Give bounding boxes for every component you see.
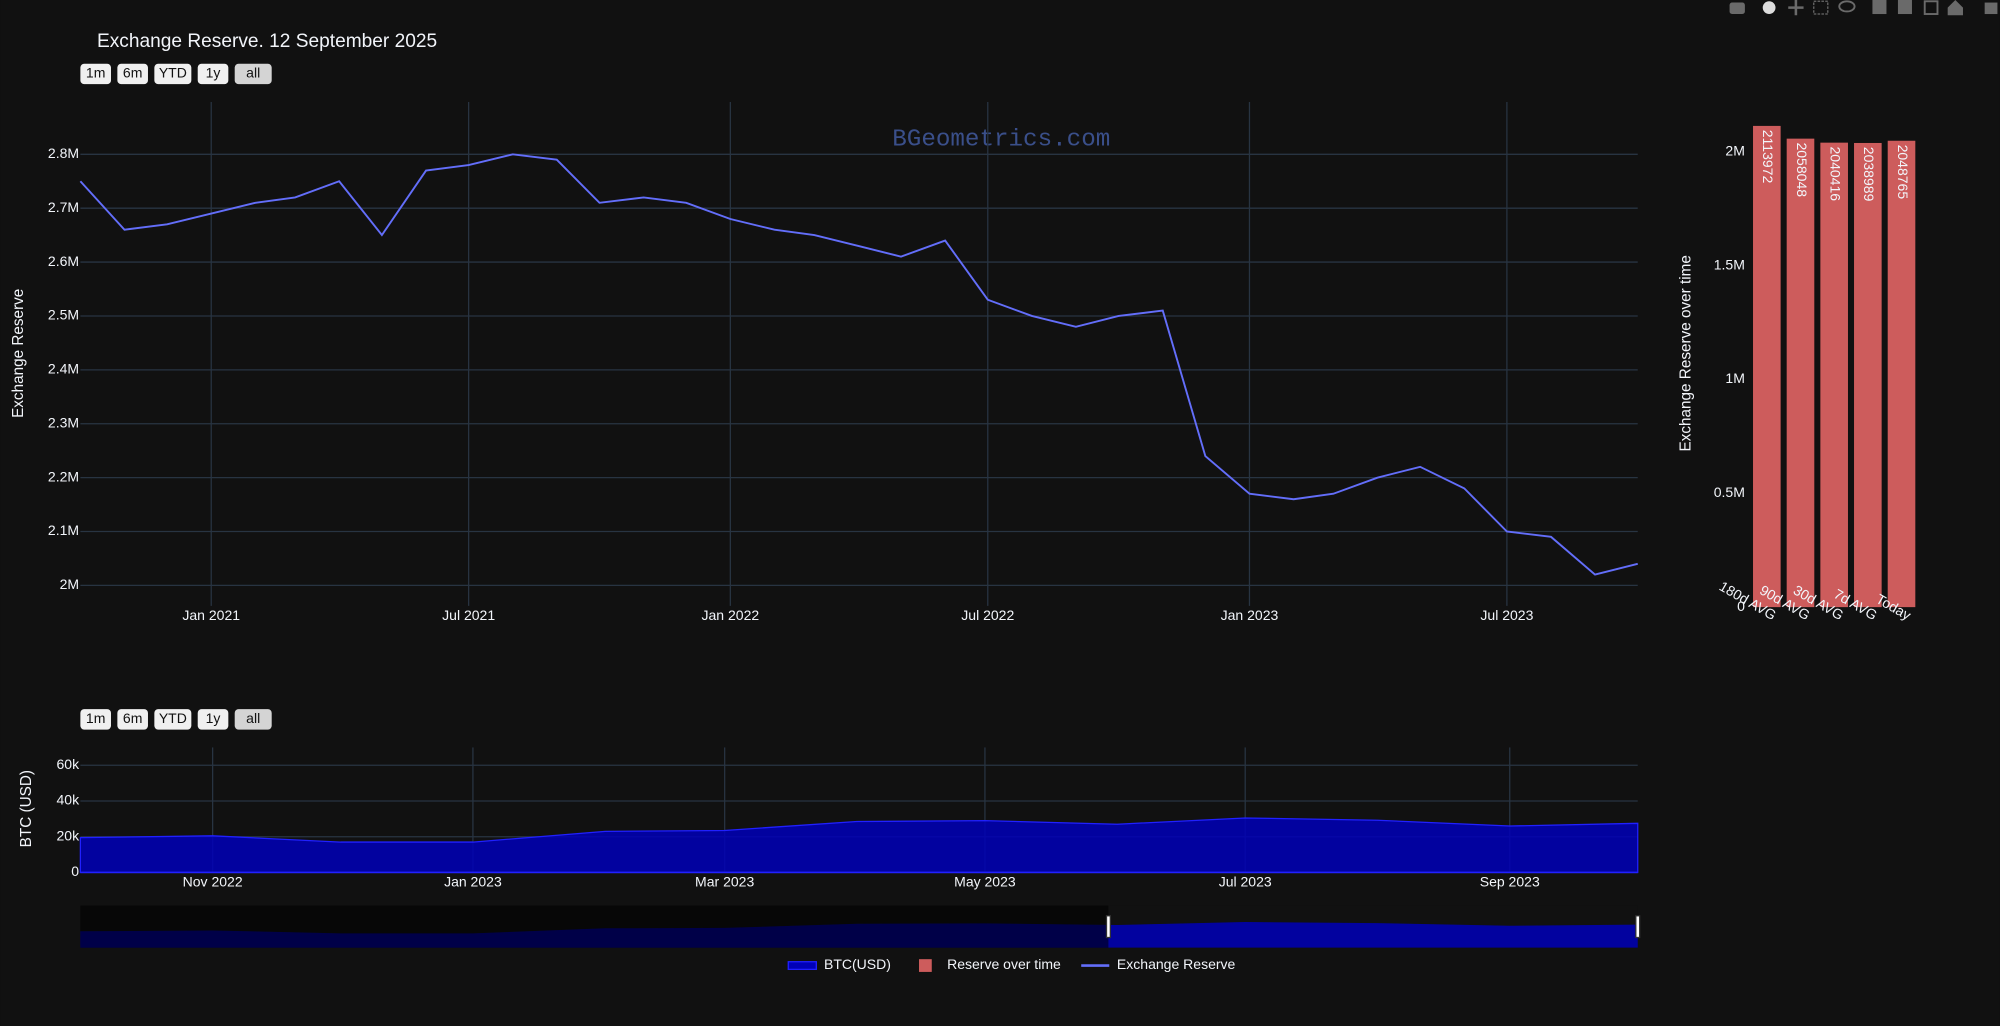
reset-icon[interactable] [1947,0,1963,16]
slider-mask [80,905,1109,948]
y-axis-title: Exchange Reserve over time [1677,255,1694,451]
x-tick-label: May 2023 [954,873,1016,889]
watermark: BGeometrics.com [892,126,1110,153]
range-button[interactable] [154,63,192,85]
y-tick-label: 2.5M [48,307,79,323]
range-button[interactable] [197,63,229,85]
zoom-icon[interactable] [1762,1,1776,15]
y-tick-label: 1.5M [1714,256,1745,272]
pan-icon[interactable] [1788,0,1804,16]
range-button-label: 1m [86,710,105,726]
y-tick-label: 2M [60,576,79,592]
range-button[interactable] [154,709,192,730]
range-button-label: 1m [86,65,105,81]
zoom-out-icon[interactable] [1897,0,1912,15]
bar [1887,140,1916,608]
legend-label[interactable]: Exchange Reserve [1117,956,1236,972]
x-tick-label: Nov 2022 [183,873,243,889]
y-axis-title: Exchange Reserve [10,289,27,418]
slider-handle[interactable] [1635,915,1641,939]
y-tick-label: 2.8M [48,145,79,161]
y-tick-label: 20k [56,827,80,843]
y-tick-label: 2.2M [48,468,79,484]
range-button[interactable] [234,709,272,730]
lasso-icon[interactable] [1838,0,1856,13]
y-axis-title: BTC (USD) [18,770,35,847]
x-tick-label: Mar 2023 [695,873,754,889]
y-tick-label: 2.7M [48,199,79,215]
x-tick-label: Jul 2022 [961,607,1014,623]
range-button[interactable] [197,709,229,730]
y-tick-label: 2.3M [48,414,79,430]
legend-swatch [919,959,932,972]
bar [1786,138,1815,608]
slider-handle[interactable] [1105,915,1111,939]
y-tick-label: 40k [56,792,80,808]
y-tick-label: 60k [56,756,80,772]
range-button-label: all [246,710,260,726]
x-tick-label: Jul 2021 [442,607,495,623]
bar-value-label: 2038989 [1861,147,1877,202]
y-tick-label: 0 [1737,598,1745,614]
range-button[interactable] [234,63,272,85]
bar-value-label: 2040416 [1827,146,1843,201]
x-tick-label: Jan 2023 [1221,607,1279,623]
y-tick-label: 1M [1725,370,1744,386]
bar [1820,142,1848,608]
y-tick-label: 0.5M [1714,484,1745,500]
bar-value-label: 2113972 [1760,130,1776,184]
line [79,153,1638,576]
y-tick-label: 0 [71,863,79,879]
y-tick-label: 2.6M [48,253,79,269]
y-tick-label: 2M [1725,143,1744,159]
x-tick-label: Jan 2023 [444,873,502,889]
range-button-label: 6m [123,710,142,726]
x-tick-label: Jan 2022 [702,607,760,623]
chart-title: Exchange Reserve. 12 September 2025 [97,31,437,52]
zoom-in-icon[interactable] [1872,0,1887,15]
x-tick-label: Jul 2023 [1219,873,1272,889]
legend-swatch [787,961,817,971]
range-button[interactable] [80,709,111,730]
area [79,817,1639,874]
bar [1753,125,1781,608]
legend-label[interactable]: Reserve over time [947,956,1061,972]
x-tick-label: Jul 2023 [1480,607,1533,623]
plotly-icon[interactable] [1984,2,1998,15]
range-button-label: all [246,65,260,81]
bar-value-label: 2058048 [1794,142,1810,197]
legend: BTC(USD) Reserve over time Exchange Reserv… [787,956,1236,972]
x-tick-label: Sep 2023 [1480,873,1540,889]
range-button-label: YTD [159,65,187,81]
legend-label[interactable]: BTC(USD) [824,956,891,972]
y-tick-label: 2.4M [48,361,79,377]
x-tick-label: Jan 2021 [182,607,240,623]
range-button-label: 1y [206,710,221,726]
y-tick-label: 2.1M [48,522,79,538]
range-button-label: YTD [159,710,187,726]
box-select-icon[interactable] [1813,0,1829,15]
range-button[interactable] [80,63,111,85]
range-button[interactable] [117,709,148,730]
bar-value-label: 2048765 [1895,145,1911,200]
bar [1854,142,1882,608]
toolbar [1729,0,1998,16]
camera-icon[interactable] [1729,2,1745,15]
range-button[interactable] [117,63,148,85]
autoscale-icon[interactable] [1923,0,1939,15]
range-button-label: 6m [123,65,142,81]
range-button-label: 1y [206,65,221,81]
